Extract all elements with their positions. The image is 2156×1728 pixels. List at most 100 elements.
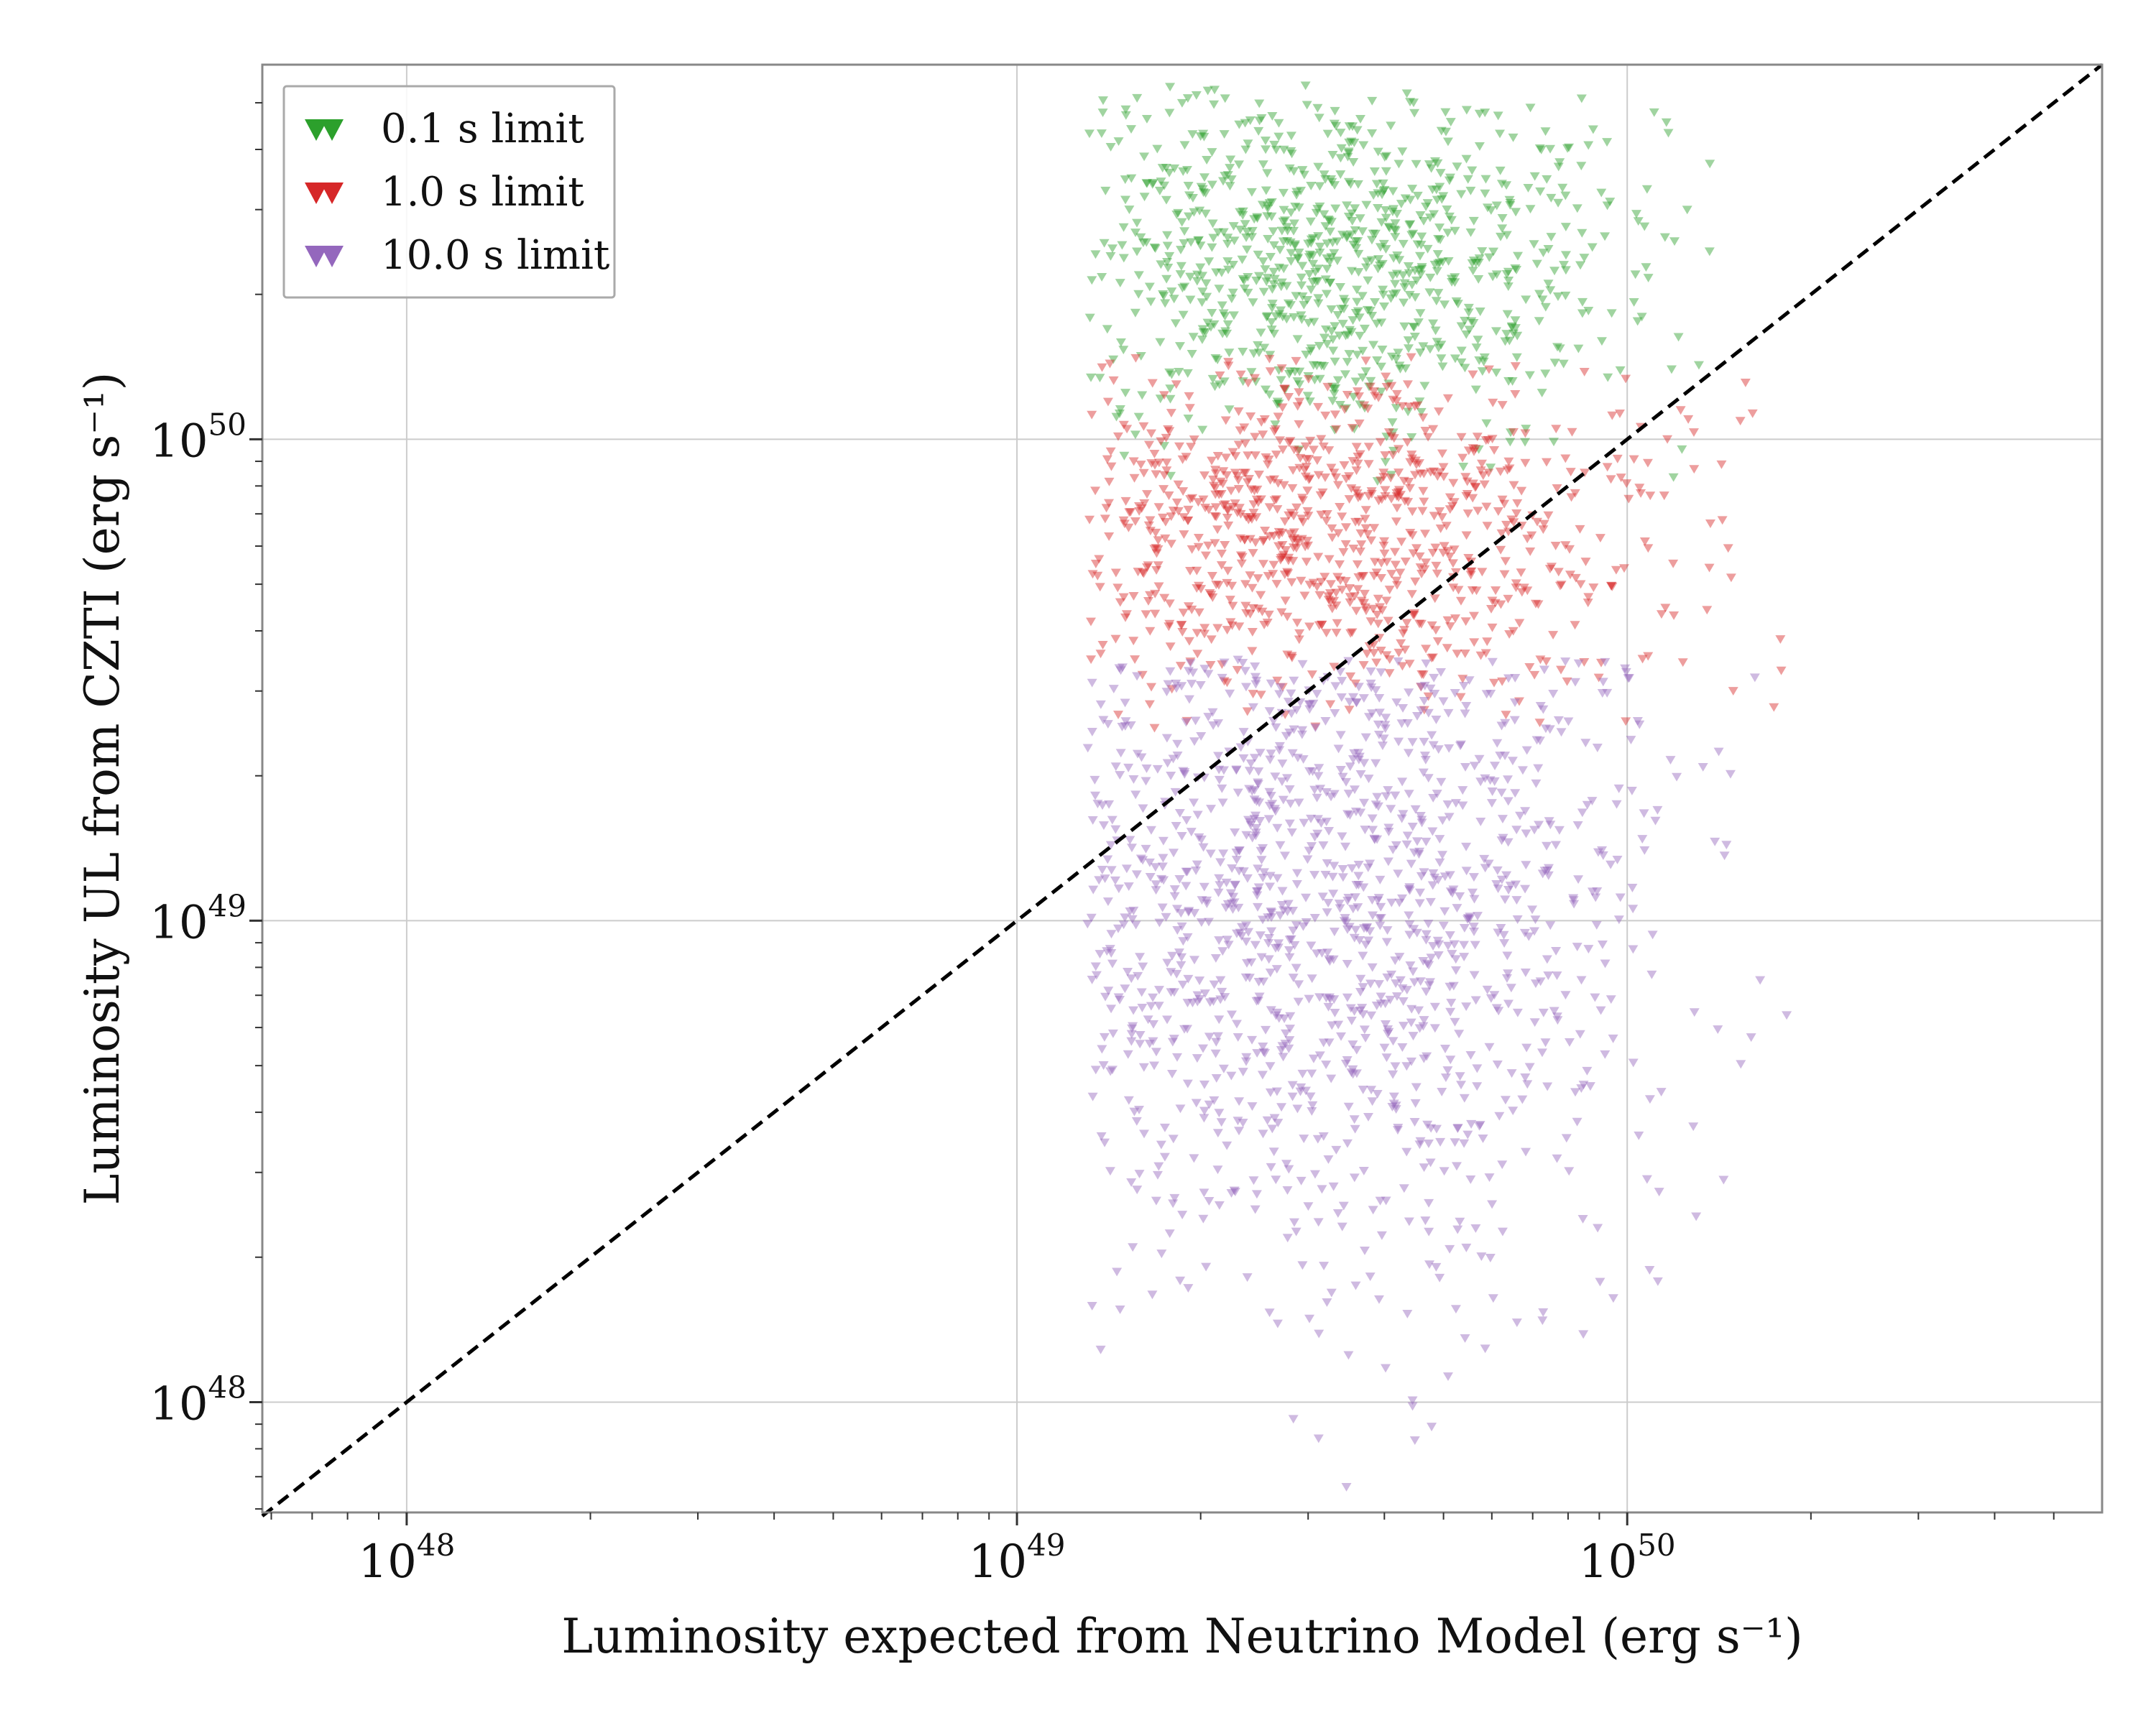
- data-point: [1251, 676, 1262, 685]
- x-tick-label: 1049: [969, 1528, 1066, 1589]
- data-point: [1181, 882, 1192, 891]
- data-point: [1181, 867, 1192, 877]
- data-point: [1397, 777, 1408, 787]
- data-point: [1569, 900, 1580, 909]
- data-point: [1301, 350, 1312, 359]
- data-point: [1414, 1140, 1425, 1150]
- data-point: [1477, 459, 1488, 468]
- data-point: [1422, 1052, 1432, 1061]
- data-point: [1468, 257, 1479, 265]
- data-point: [1263, 204, 1273, 213]
- data-point: [1383, 616, 1393, 626]
- data-point: [1353, 268, 1364, 277]
- data-point: [1211, 1073, 1222, 1083]
- data-point: [1167, 1069, 1178, 1078]
- data-point: [1214, 936, 1225, 945]
- data-point: [1450, 1017, 1460, 1027]
- data-point: [1142, 179, 1153, 188]
- data-point: [1430, 543, 1441, 553]
- data-point: [1359, 324, 1370, 333]
- data-point: [1187, 193, 1198, 203]
- data-point: [1427, 653, 1438, 662]
- data-point: [1516, 568, 1526, 578]
- data-point: [1309, 871, 1320, 880]
- data-point: [1577, 309, 1588, 318]
- data-point: [1370, 686, 1381, 695]
- data-point: [1194, 976, 1205, 986]
- data-point: [1138, 1129, 1149, 1139]
- data-point: [1483, 435, 1493, 445]
- data-point: [1106, 866, 1117, 875]
- data-point: [1227, 581, 1238, 591]
- data-point: [1289, 226, 1299, 236]
- data-point: [1577, 228, 1588, 238]
- data-point: [1248, 509, 1259, 517]
- data-point: [1422, 959, 1433, 969]
- data-point: [1463, 446, 1474, 456]
- data-point: [1114, 410, 1125, 418]
- data-point: [1284, 728, 1295, 737]
- data-point: [1288, 557, 1299, 566]
- data-point: [1212, 228, 1223, 237]
- data-point: [1597, 689, 1608, 698]
- data-point: [1520, 1073, 1531, 1082]
- data-point: [1723, 544, 1733, 553]
- data-point: [1564, 143, 1575, 152]
- data-point: [1154, 186, 1165, 195]
- data-point: [1637, 835, 1648, 844]
- data-point: [1562, 677, 1572, 686]
- data-point: [1355, 450, 1365, 459]
- data-point: [1468, 319, 1479, 328]
- data-point: [1164, 599, 1175, 609]
- data-point: [1401, 89, 1412, 98]
- data-point: [1288, 466, 1299, 475]
- data-point: [1718, 1175, 1729, 1185]
- data-point: [1362, 923, 1373, 932]
- data-point: [1335, 576, 1346, 586]
- data-point: [1149, 449, 1160, 458]
- data-point: [1174, 948, 1184, 958]
- data-point: [1350, 893, 1360, 902]
- data-point: [1438, 548, 1449, 558]
- data-point: [1170, 787, 1181, 797]
- data-point: [1449, 940, 1460, 949]
- data-point: [1337, 832, 1348, 841]
- data-point: [1613, 915, 1624, 925]
- data-point: [1097, 96, 1108, 106]
- data-point: [1234, 622, 1245, 632]
- data-point: [1382, 926, 1393, 935]
- data-point: [1329, 662, 1340, 672]
- data-point: [1240, 119, 1250, 128]
- data-point: [1595, 1277, 1606, 1287]
- data-point: [1139, 499, 1150, 508]
- data-point: [1431, 1124, 1442, 1134]
- data-point: [1442, 394, 1453, 403]
- data-point: [1378, 734, 1389, 744]
- data-point: [1313, 264, 1324, 274]
- data-point: [1416, 263, 1427, 272]
- data-point: [1135, 351, 1146, 361]
- data-point: [1394, 898, 1405, 907]
- data-point: [1270, 425, 1281, 434]
- legend-marker: [321, 246, 344, 267]
- data-point: [1415, 309, 1426, 318]
- data-point: [1691, 1212, 1702, 1221]
- data-point: [1480, 175, 1491, 184]
- data-point: [1271, 451, 1281, 459]
- data-point: [1220, 94, 1230, 103]
- data-point: [1248, 1176, 1259, 1186]
- data-point: [1186, 238, 1197, 247]
- data-point: [1132, 93, 1143, 103]
- data-point: [1439, 872, 1450, 882]
- data-point: [1231, 765, 1242, 775]
- data-point: [1450, 955, 1461, 964]
- data-point: [1450, 1138, 1460, 1147]
- data-point: [1296, 315, 1307, 324]
- data-point: [1128, 457, 1139, 466]
- data-point: [1500, 557, 1511, 566]
- data-point: [1217, 798, 1228, 808]
- data-point: [1304, 397, 1315, 407]
- data-point: [1644, 1266, 1655, 1275]
- data-point: [1408, 549, 1419, 558]
- data-point: [1223, 521, 1234, 530]
